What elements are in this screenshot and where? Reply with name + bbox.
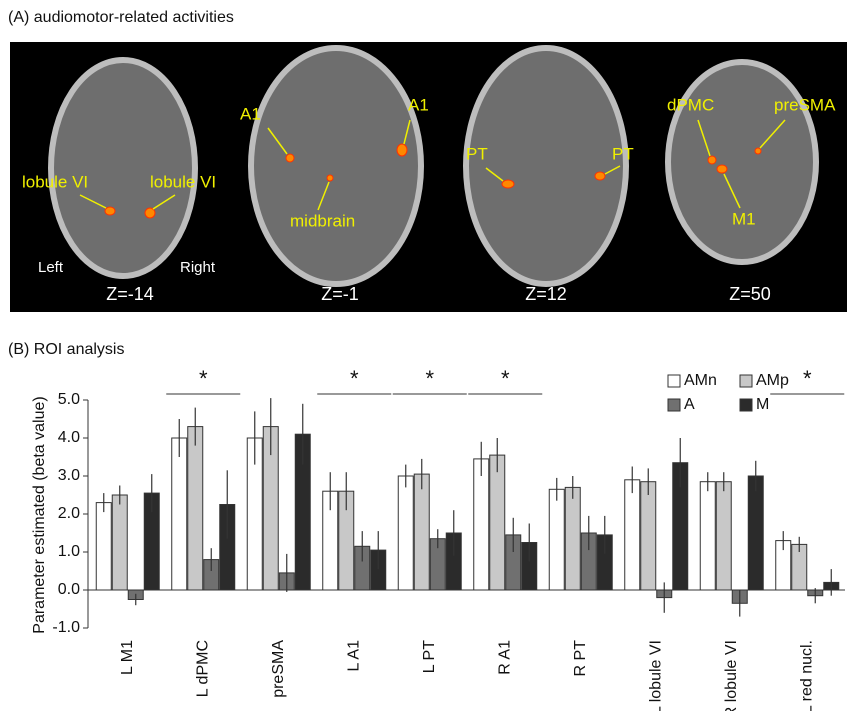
y-tick-label: 5.0 [58,391,80,408]
panel-a-title: (A) audiomotor-related activities [8,9,234,26]
x-tick-label: L red nucl. [798,640,815,711]
activation [105,207,115,215]
slice [251,48,421,284]
x-tick-label: L lobule VI [647,640,664,711]
y-tick-label: 2.0 [58,505,80,522]
activation [327,175,333,181]
bar [490,455,505,590]
chart-title: (B) ROI analysis [8,341,124,358]
significance-star: * [425,366,434,391]
significance-star: * [803,366,812,391]
x-tick-label: R lobule VI [723,640,740,711]
bar [625,480,640,590]
slice [466,48,626,284]
y-tick-label: 0.0 [58,581,80,598]
side-label: Right [180,259,216,276]
region-label: A1 [240,104,261,123]
bar [700,482,715,590]
bar [716,482,731,590]
activation [717,165,727,173]
z-label: Z=12 [525,284,567,304]
x-tick-label: L M1 [119,640,136,675]
slice [51,60,195,276]
x-tick-label: L A1 [345,640,362,672]
activation [286,154,294,162]
legend-swatch [740,399,752,411]
significance-star: * [501,366,510,391]
z-label: Z=-14 [106,284,154,304]
region-label: midbrain [290,211,355,230]
bar [172,438,187,590]
activation [595,172,605,180]
side-label: Left [38,259,64,276]
bar [414,474,429,590]
legend-swatch [668,375,680,387]
y-tick-label: 1.0 [58,543,80,560]
significance-star: * [350,366,359,391]
z-label: Z=50 [729,284,771,304]
bar [565,487,580,590]
x-tick-label: L PT [421,640,438,673]
slice [668,62,816,262]
region-label: PT [466,144,488,163]
activation [502,180,514,188]
y-tick-label: -1.0 [52,619,80,636]
bar [549,489,564,590]
activation [755,148,761,154]
activation [397,144,407,156]
region-label: M1 [732,209,756,228]
region-label: PT [612,144,634,163]
region-label: dPMC [667,95,714,114]
activation [708,156,716,164]
y-tick-label: 4.0 [58,429,80,446]
region-label: A1 [408,95,429,114]
bar [748,476,763,590]
bar [96,503,111,590]
z-label: Z=-1 [321,284,359,304]
bar [188,427,203,590]
region-label: lobule VI [150,172,216,191]
y-tick-label: 3.0 [58,467,80,484]
bar [112,495,127,590]
bar [398,476,413,590]
region-label: lobule VI [22,172,88,191]
significance-star: * [199,366,208,391]
x-tick-label: R PT [572,640,589,677]
x-tick-label: preSMA [270,640,287,698]
bar [474,459,489,590]
region-label: preSMA [774,95,836,114]
figure: (A) audiomotor-related activities lobule… [0,0,857,711]
bar [641,482,656,590]
legend-label: M [756,396,769,413]
y-axis-title: Parameter estimated (beta value) [31,396,48,633]
legend-label: AMn [684,372,717,389]
legend-swatch [668,399,680,411]
legend-label: A [684,396,695,413]
x-tick-label: L dPMC [194,640,211,697]
x-tick-label: R A1 [496,640,513,675]
legend-swatch [740,375,752,387]
legend-label: AMp [756,372,789,389]
